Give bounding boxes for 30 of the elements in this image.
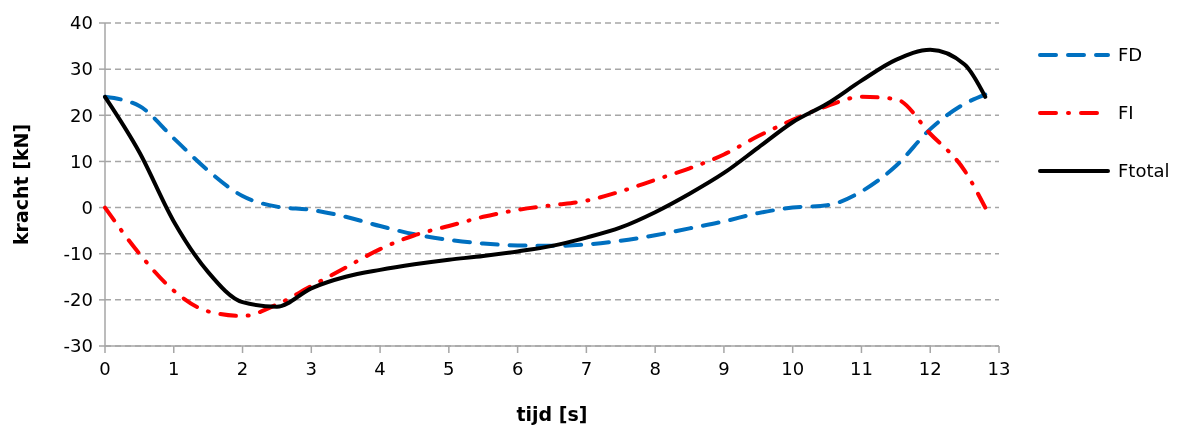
legend-label: Ftotal (1118, 160, 1170, 182)
x-tick-label: 10 (781, 358, 805, 379)
x-tick-label: 12 (918, 358, 942, 379)
x-tick-label: 0 (99, 358, 111, 379)
line-series (103, 47, 988, 309)
y-tick-label: -20 (63, 289, 93, 311)
y-tick-label: 0 (81, 196, 93, 218)
x-tick-label: 1 (168, 358, 180, 379)
y-axis-title: kracht [kN] (10, 123, 32, 246)
x-tick-label: 5 (443, 358, 455, 379)
x-tick-label: 7 (580, 358, 593, 379)
line-series (103, 94, 988, 319)
x-tick-label: 9 (718, 358, 730, 379)
x-tick-label: 2 (236, 358, 249, 379)
x-tick-label: 4 (374, 358, 386, 379)
x-tick-label: 3 (305, 358, 318, 379)
x-tick-label: 11 (850, 358, 873, 379)
y-tick-label: -10 (63, 243, 93, 265)
x-tick-label: 8 (649, 358, 661, 379)
y-tick-label: 10 (70, 150, 93, 172)
y-tick-label: 40 (70, 12, 93, 34)
y-tick-label: 20 (70, 104, 93, 126)
x-tick-label: 13 (987, 358, 1011, 379)
y-tick-label: -30 (63, 335, 93, 357)
line-series (103, 92, 988, 248)
legend-label: FD (1118, 44, 1143, 66)
x-axis-title: tijd [s] (516, 403, 588, 425)
legend-label: FI (1118, 102, 1134, 124)
x-tick-label: 6 (511, 358, 524, 379)
y-tick-label: 30 (70, 58, 93, 80)
